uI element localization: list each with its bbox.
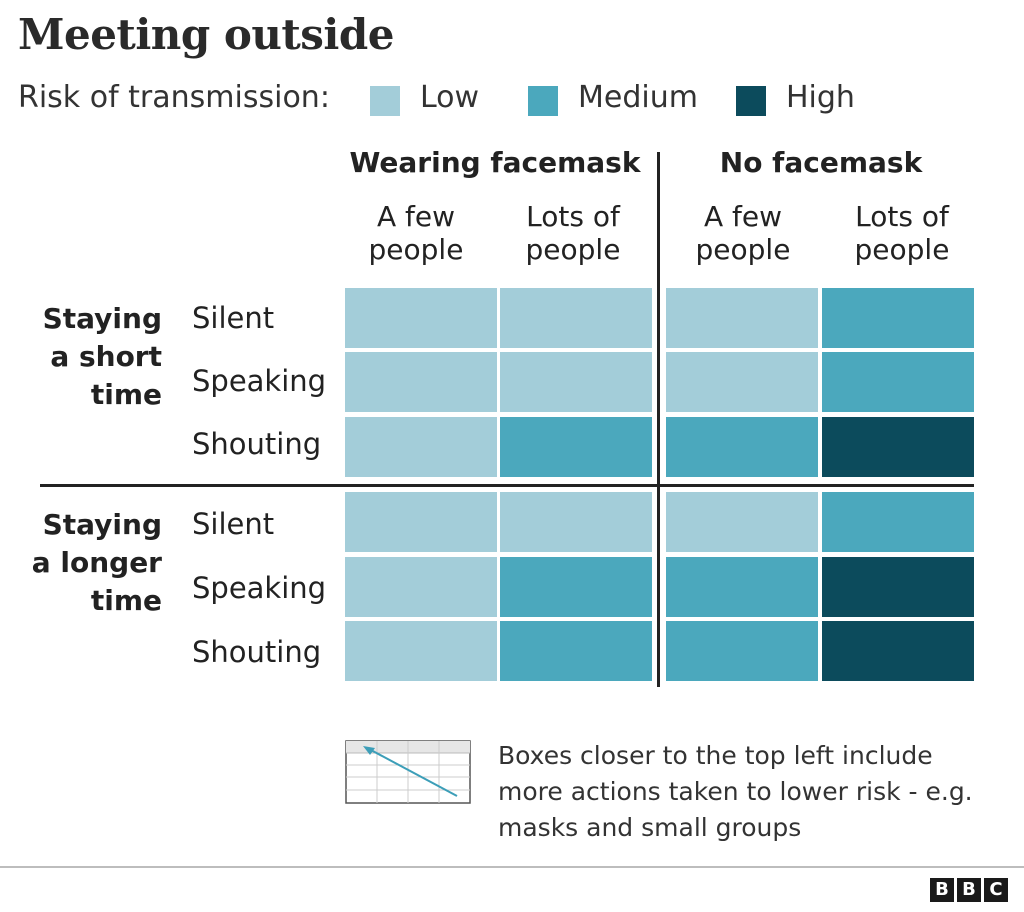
cell-short-speaking-unmasked-few: [666, 352, 818, 412]
chart-title: Meeting outside: [18, 10, 394, 59]
row-group-short: Staying a short time: [20, 300, 162, 414]
row-label-long-silent: Silent: [192, 507, 275, 541]
cell-long-speaking-masked-lots: [500, 557, 652, 617]
legend-text-low: Low: [420, 80, 480, 115]
cell-short-speaking-unmasked-lots: [822, 352, 974, 412]
cell-short-shouting-unmasked-few: [666, 417, 818, 477]
cell-long-shouting-masked-few: [345, 621, 497, 681]
cell-short-speaking-masked-lots: [500, 352, 652, 412]
cell-long-shouting-unmasked-few: [666, 621, 818, 681]
row-group-long-line-1: Staying: [42, 508, 162, 541]
legend-swatch-high: [736, 86, 766, 116]
legend-label: Risk of transmission:: [18, 80, 330, 115]
legend-text-medium: Medium: [578, 80, 698, 115]
cell-long-silent-masked-few: [345, 492, 497, 552]
group-header-masked: Wearing facemask: [349, 146, 641, 179]
legend-text-high: High: [786, 80, 855, 115]
cell-long-shouting-masked-lots: [500, 621, 652, 681]
cell-long-speaking-unmasked-lots: [822, 557, 974, 617]
legend-swatch-low: [370, 86, 400, 116]
row-group-short-line-2: a short: [50, 340, 162, 373]
col-header-unmasked-few: A few people: [695, 200, 791, 266]
note-text: Boxes closer to the top left include mor…: [498, 741, 973, 842]
cell-short-shouting-masked-few: [345, 417, 497, 477]
cell-long-silent-masked-lots: [500, 492, 652, 552]
row-group-long: Staying a longer time: [20, 506, 162, 620]
bbc-logo-letter: C: [984, 878, 1008, 902]
row-group-short-line-3: time: [90, 378, 162, 411]
cell-short-silent-unmasked-lots: [822, 288, 974, 348]
row-label-short-silent: Silent: [192, 301, 275, 335]
grid-arrow-icon: [345, 740, 471, 804]
cell-long-silent-unmasked-lots: [822, 492, 974, 552]
bbc-logo: B B C: [930, 878, 1008, 902]
col-header-masked-few: A few people: [368, 200, 464, 266]
row-label-long-speaking: Speaking: [192, 571, 327, 605]
cell-short-silent-masked-lots: [500, 288, 652, 348]
cell-short-silent-masked-few: [345, 288, 497, 348]
horizontal-divider: [40, 484, 974, 487]
row-label-short-shouting: Shouting: [192, 427, 322, 461]
row-group-long-line-3: time: [90, 584, 162, 617]
cell-long-speaking-unmasked-few: [666, 557, 818, 617]
cell-short-shouting-masked-lots: [500, 417, 652, 477]
cell-short-speaking-masked-few: [345, 352, 497, 412]
group-header-unmasked: No facemask: [719, 146, 923, 179]
col-header-masked-lots: Lots of people: [525, 200, 621, 266]
col-header-unmasked-lots: Lots of people: [854, 200, 950, 266]
row-group-short-line-1: Staying: [42, 302, 162, 335]
legend-swatch-medium: [528, 86, 558, 116]
row-group-long-line-2: a longer: [31, 546, 162, 579]
row-label-long-shouting: Shouting: [192, 635, 322, 669]
bbc-logo-letter: B: [957, 878, 981, 902]
row-label-short-speaking: Speaking: [192, 364, 327, 398]
cell-long-shouting-unmasked-lots: [822, 621, 974, 681]
bbc-logo-letter: B: [930, 878, 954, 902]
cell-short-silent-unmasked-few: [666, 288, 818, 348]
footer-divider: [0, 866, 1024, 868]
vertical-divider: [657, 152, 660, 687]
cell-long-speaking-masked-few: [345, 557, 497, 617]
cell-long-silent-unmasked-few: [666, 492, 818, 552]
cell-short-shouting-unmasked-lots: [822, 417, 974, 477]
